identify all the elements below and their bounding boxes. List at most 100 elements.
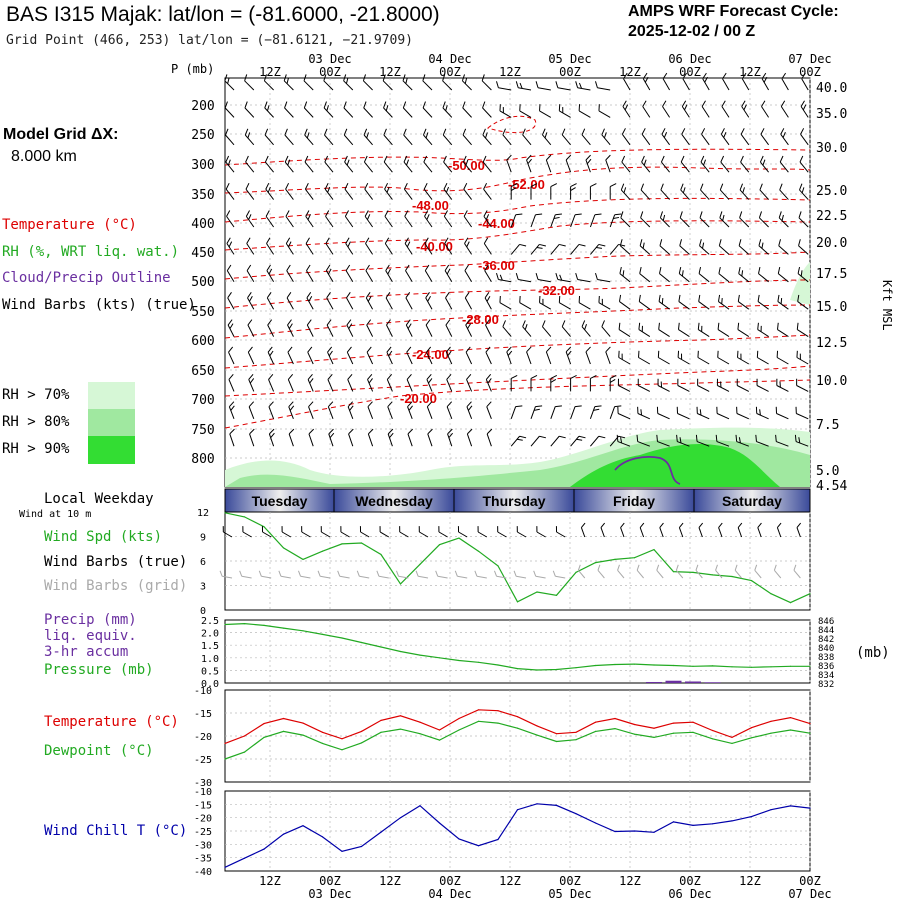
temperature-line-point	[302, 722, 304, 724]
kft-tick-label: 5.0	[816, 464, 839, 479]
wind-barb-flag	[384, 237, 390, 244]
wind-barb-shaft	[678, 329, 690, 338]
wind-barb-shaft	[438, 531, 448, 538]
wind-barb-flag	[408, 405, 413, 411]
wind-barb-shaft	[327, 352, 334, 365]
wind-barb-shaft	[437, 575, 448, 579]
wind-barb-flag	[368, 428, 374, 435]
cloud-outline	[614, 456, 681, 485]
wind-speed-line-point	[653, 549, 655, 551]
wind-barb	[325, 210, 334, 228]
wind-barb-shaft	[801, 78, 809, 91]
wind-barb	[446, 374, 453, 392]
wind-barb-flag	[486, 296, 491, 302]
wind-barb	[530, 374, 538, 392]
wind-barb-flag	[781, 72, 787, 80]
wind-barb-shaft	[737, 329, 750, 338]
wind-barb-flag	[780, 100, 786, 107]
wind-barb-flag	[519, 295, 521, 303]
wind-barb-shaft	[719, 245, 730, 255]
wind-barb	[620, 183, 631, 200]
wind-speed-line-point	[360, 542, 363, 544]
wind-barb-shaft	[386, 352, 393, 365]
wind-barb-flag	[482, 155, 487, 163]
wind-barb-flag	[585, 346, 591, 353]
wind-barb-flag	[539, 295, 541, 303]
wind-barb-true	[242, 526, 252, 538]
wind-barb-flag	[301, 526, 303, 533]
wind-barb-shaft	[622, 106, 631, 118]
wind-barb-flag	[288, 241, 292, 248]
wind-barb-shaft	[619, 301, 631, 310]
wind-barb-shaft	[244, 134, 255, 146]
wind-barb-shaft	[657, 385, 670, 392]
wind-barb	[636, 434, 650, 447]
temperature-line-point	[789, 717, 792, 719]
wind-barb-shaft	[589, 214, 596, 228]
wind-barb-flag	[502, 320, 506, 327]
wind-barb-shaft	[530, 214, 536, 228]
wind-barb-shaft	[637, 413, 651, 420]
wind-chill-line-point	[224, 866, 226, 868]
wind-barb-shaft	[266, 297, 275, 310]
pressure-tick-label: 800	[191, 452, 214, 467]
wind-barb-flag	[603, 132, 607, 139]
wind-barb-shaft	[343, 80, 354, 91]
wind-barb-flag	[800, 270, 803, 277]
temperature-line-point	[672, 722, 675, 724]
wind-barb-flag	[536, 526, 538, 533]
wind-barb-shaft	[565, 159, 572, 173]
wind-barb	[570, 405, 582, 419]
wind-barb	[424, 264, 433, 283]
wind-barb-flag	[524, 324, 528, 330]
wind-speed-line-point	[399, 583, 402, 585]
wind-barb	[382, 74, 393, 91]
wind-barb-flag	[735, 434, 738, 442]
wind-barb-flag	[424, 264, 430, 271]
wind-barb	[718, 266, 730, 283]
wind-barb-shaft	[640, 217, 651, 228]
wind-barb-shaft	[268, 379, 275, 392]
temperature-contour-label: -24.00	[412, 347, 449, 362]
wind-barb-flag	[598, 295, 600, 303]
wind-barb-flag	[462, 155, 467, 163]
wind-barb	[485, 319, 492, 337]
wind-barb-flag	[624, 104, 629, 111]
wind-barb-flag	[384, 210, 389, 217]
wind-barb-shaft	[580, 527, 586, 538]
wind-barb-flag	[663, 131, 668, 138]
wind-barb-shaft	[283, 80, 294, 91]
wind-barb-true	[379, 526, 390, 538]
wind-barb-flag	[486, 401, 492, 408]
wind-barb-shaft	[304, 188, 314, 200]
wind-barb-shaft	[797, 329, 809, 338]
wind-barb-flag	[600, 522, 606, 528]
wind-chill-line-point	[419, 805, 421, 807]
wind-barb	[305, 210, 314, 228]
wind-barb-flag	[738, 266, 741, 274]
wind-barb-flag	[763, 76, 768, 83]
wind-barb	[796, 350, 809, 365]
temperature-contour	[224, 334, 811, 369]
wind-barb-true	[600, 522, 606, 538]
wind-barb-shaft	[739, 189, 750, 200]
wind-barb-shaft	[383, 134, 393, 146]
wind-barb-shaft	[737, 357, 750, 365]
wind-barb-flag	[618, 243, 626, 247]
wind-barb-grid	[675, 564, 684, 579]
wind-barb-flag	[288, 401, 294, 408]
wind-barb	[445, 292, 453, 310]
wind-barb	[424, 237, 433, 255]
pressure-line-point	[809, 665, 811, 667]
wind-barb	[506, 154, 512, 173]
rh-level-90: RH > 90%	[2, 441, 70, 457]
wind-barb-flag	[576, 438, 583, 441]
wind-barb-true	[698, 522, 704, 538]
wind-barb	[640, 183, 651, 200]
wind-barb-flag	[641, 155, 645, 163]
wind-barb-flag	[347, 241, 351, 248]
wind-barb	[224, 101, 235, 118]
wind-barb-shaft	[601, 326, 611, 337]
wind-barb	[324, 182, 334, 200]
wind-barb-shaft	[476, 575, 487, 579]
